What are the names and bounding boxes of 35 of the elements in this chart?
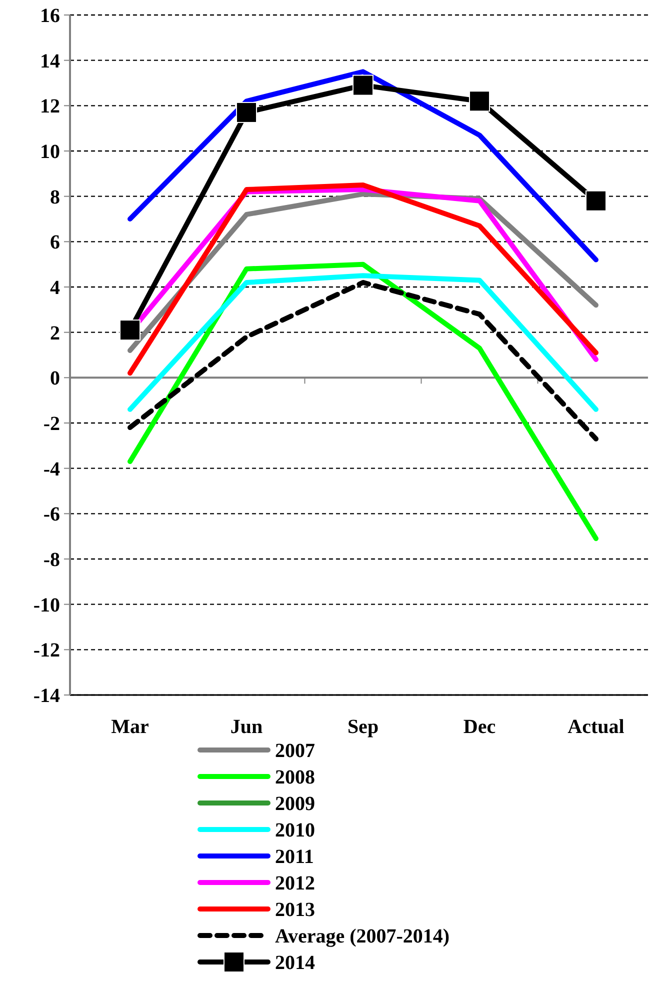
y-tick-label: -12 [33, 640, 60, 662]
x-tick-label: Jun [230, 716, 263, 738]
y-tick-label: -4 [43, 458, 60, 480]
legend-label: 2013 [275, 899, 315, 921]
x-tick-label: Actual [568, 716, 625, 738]
y-tick-label: -10 [33, 594, 60, 616]
y-tick-label: 14 [40, 50, 60, 72]
legend-label: 2011 [275, 846, 314, 868]
y-tick-label: 10 [40, 141, 60, 163]
y-tick-label: 8 [50, 186, 60, 208]
legend-label: 2007 [275, 740, 315, 762]
x-tick-label: Dec [463, 716, 496, 738]
y-tick-label: -2 [43, 413, 60, 435]
x-tick-label: Mar [111, 716, 149, 738]
x-tick-label: Sep [347, 716, 379, 738]
point [120, 320, 140, 341]
legend-label: 2010 [275, 820, 315, 842]
y-tick-label: -6 [43, 504, 60, 526]
y-tick-label: 6 [50, 232, 60, 254]
legend-label: 2009 [275, 793, 315, 815]
point [586, 190, 606, 212]
y-tick-label: -8 [43, 549, 60, 571]
point [352, 74, 374, 96]
y-tick-label: 4 [50, 277, 60, 299]
legend-label: 2012 [275, 872, 315, 894]
y-tick-label: 16 [40, 5, 60, 27]
legend-label: 2008 [275, 766, 315, 788]
legend-label: 2014 [275, 952, 315, 974]
y-tick-label: 0 [50, 368, 60, 390]
y-tick-label: 2 [50, 322, 60, 344]
point [236, 102, 257, 123]
y-tick-label: 12 [40, 96, 60, 118]
legend-label: Average (2007-2014) [275, 926, 450, 948]
point [469, 90, 490, 112]
y-tick-label: -14 [33, 685, 60, 707]
